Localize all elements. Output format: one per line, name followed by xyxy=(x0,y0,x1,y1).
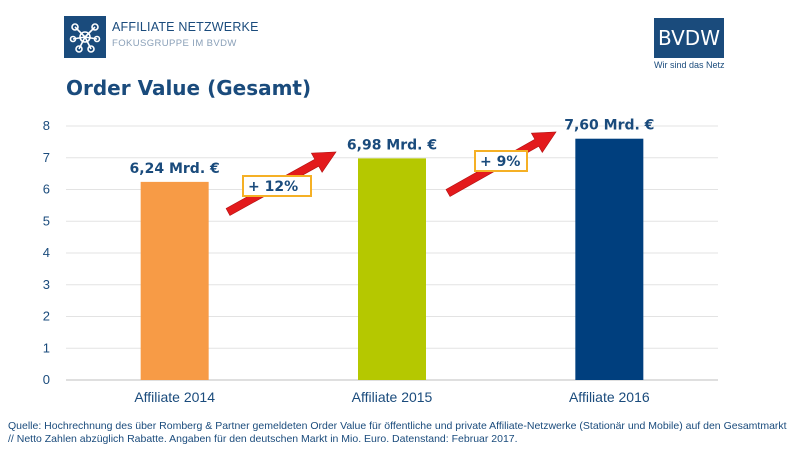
bar xyxy=(575,138,644,380)
logo-subtitle: FOKUSGRUPPE IM BVDW xyxy=(112,38,237,49)
y-tick-label: 6 xyxy=(43,182,50,197)
y-tick-label: 2 xyxy=(43,309,50,324)
affiliate-netzwerke-logo: AFFILIATE NETZWERKE FOKUSGRUPPE IM BVDW xyxy=(64,16,258,58)
y-tick-label: 1 xyxy=(43,340,50,355)
growth-label: + 12% xyxy=(248,179,298,195)
y-tick-label: 3 xyxy=(43,277,50,292)
y-tick-label: 7 xyxy=(43,150,50,165)
growth-label: + 9% xyxy=(480,154,520,170)
y-tick-label: 5 xyxy=(43,213,50,228)
bar xyxy=(358,158,426,380)
bar xyxy=(140,181,209,380)
x-tick-label: Affiliate 2014 xyxy=(134,389,215,405)
source-footnote: Quelle: Hochrechnung des über Romberg & … xyxy=(8,420,787,445)
growth-box xyxy=(242,175,312,197)
data-label: 6,98 Mrd. € xyxy=(347,137,437,153)
growth-box xyxy=(474,150,528,172)
y-tick-label: 4 xyxy=(43,245,50,260)
x-tick-label: Affiliate 2016 xyxy=(569,389,650,405)
chart-title: Order Value (Gesamt) xyxy=(66,76,312,100)
data-label: 6,24 Mrd. € xyxy=(130,161,220,177)
data-label: 7,60 Mrd. € xyxy=(564,118,654,134)
network-icon xyxy=(64,16,106,58)
bvdw-logo: BVDW Wir sind das Netz xyxy=(654,18,764,74)
x-tick-label: Affiliate 2015 xyxy=(352,389,433,405)
logo-title: AFFILIATE NETZWERKE xyxy=(112,20,259,34)
bvdw-tagline: Wir sind das Netz xyxy=(654,60,725,70)
bvdw-wordmark: BVDW xyxy=(654,18,724,58)
y-tick-label: 0 xyxy=(43,372,50,387)
y-tick-label: 8 xyxy=(43,118,50,133)
